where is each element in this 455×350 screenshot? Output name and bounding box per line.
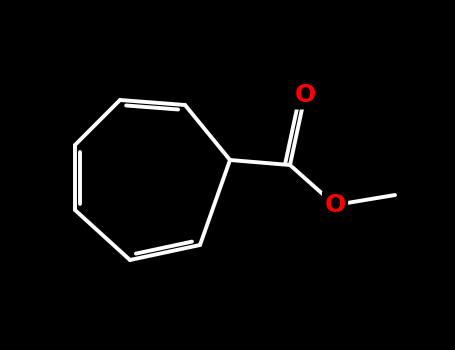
Text: O: O (294, 83, 316, 107)
Text: O: O (324, 193, 346, 217)
